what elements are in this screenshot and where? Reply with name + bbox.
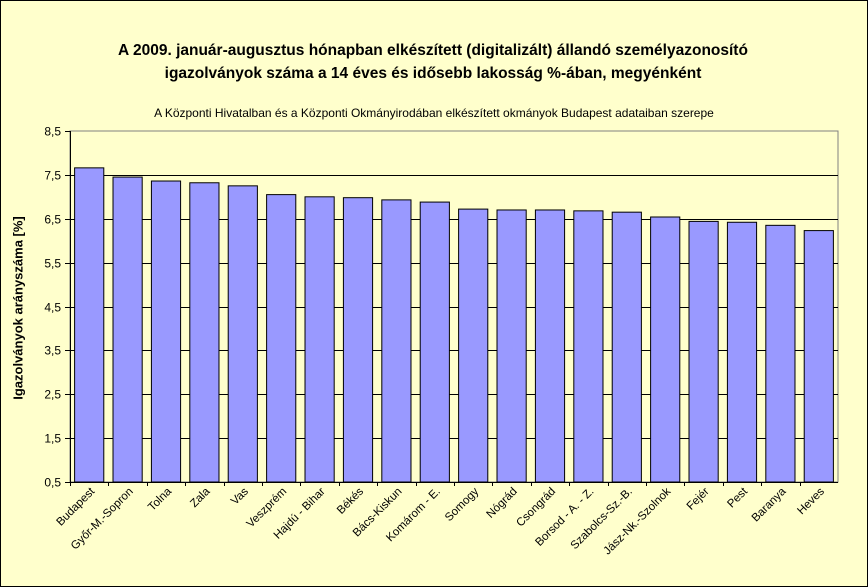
bar bbox=[150, 180, 182, 483]
chart-title-line2: igazolványok száma a 14 éves és idősebb … bbox=[164, 65, 702, 82]
bar bbox=[227, 185, 258, 483]
bar bbox=[611, 211, 642, 483]
bar bbox=[803, 230, 834, 483]
plot-area bbox=[69, 130, 839, 483]
chart-title: A 2009. január-augusztus hónapban elkész… bbox=[118, 42, 748, 59]
bar bbox=[266, 194, 297, 483]
y-tick-label: 1,5 bbox=[44, 432, 61, 446]
chart-subtitle: A Központi Hivatalban és a Központi Okmá… bbox=[154, 106, 714, 120]
bar bbox=[573, 210, 604, 483]
y-tick-label: 6,5 bbox=[44, 213, 61, 227]
y-tick-label: 7,5 bbox=[44, 169, 61, 183]
y-tick-label: 4,5 bbox=[44, 301, 61, 315]
bar bbox=[688, 220, 719, 483]
x-tick-label: Vas bbox=[229, 485, 251, 507]
bar bbox=[419, 201, 450, 483]
y-tick-label: 0,5 bbox=[44, 476, 61, 490]
x-tick-label: Zala bbox=[188, 485, 213, 510]
bar bbox=[496, 209, 527, 483]
y-tick-label: 8,5 bbox=[44, 125, 61, 139]
x-tick-label: Jász-Nk.-Szolnok bbox=[602, 485, 674, 557]
x-tick-label: Somogy bbox=[443, 485, 481, 523]
bar bbox=[726, 221, 758, 483]
bar bbox=[381, 199, 412, 483]
x-tick-label: Békés bbox=[335, 485, 366, 516]
bar bbox=[342, 197, 374, 483]
y-tick-label: 2,5 bbox=[44, 388, 61, 402]
bar bbox=[534, 209, 566, 483]
bar bbox=[458, 208, 489, 483]
y-tick-label: 3,5 bbox=[44, 344, 61, 358]
x-tick-label: Heves bbox=[795, 485, 827, 517]
bar bbox=[650, 216, 681, 483]
bar bbox=[765, 224, 796, 483]
bar bbox=[304, 196, 335, 483]
bar bbox=[189, 182, 220, 483]
bar bbox=[112, 176, 143, 483]
x-tick-label: Nógrád bbox=[485, 486, 520, 521]
x-tick-label: Fejér bbox=[685, 486, 712, 513]
x-tick-label: Pest bbox=[725, 485, 750, 510]
bar bbox=[74, 167, 105, 483]
y-tick-label: 5,5 bbox=[44, 257, 61, 271]
x-tick-label: Baranya bbox=[750, 485, 789, 524]
x-tick-label: Tolna bbox=[146, 485, 174, 513]
